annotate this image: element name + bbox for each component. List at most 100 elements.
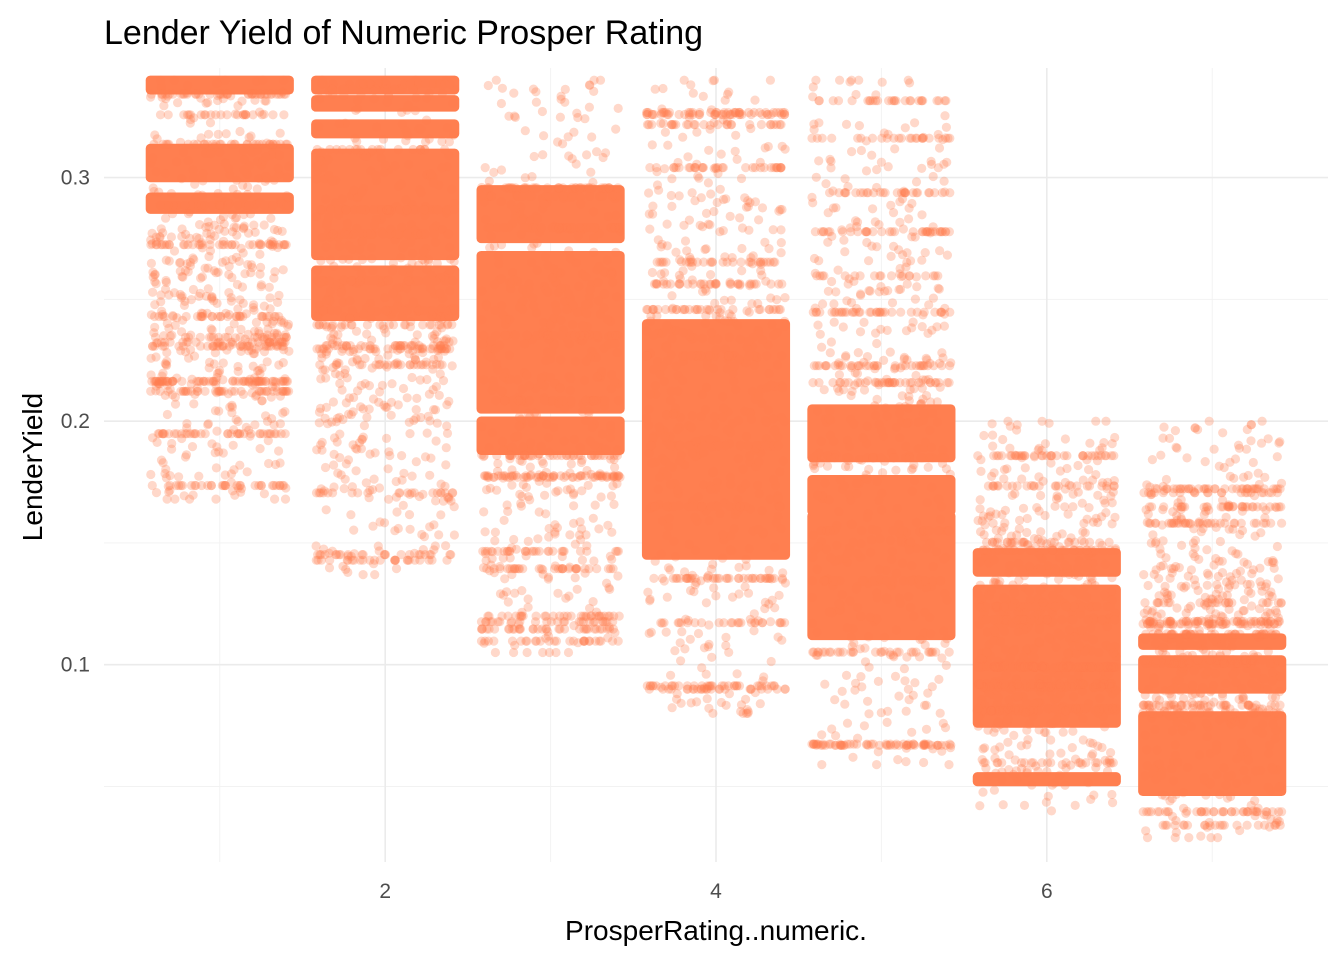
data-point	[613, 571, 623, 581]
data-point	[846, 390, 856, 401]
data-point	[280, 429, 290, 439]
data-point	[428, 488, 438, 498]
data-point	[709, 206, 719, 217]
data-point	[589, 350, 599, 360]
data-point	[442, 320, 452, 330]
data-point	[160, 376, 171, 386]
data-point	[165, 480, 175, 491]
data-point	[612, 348, 622, 358]
data-point	[167, 390, 178, 400]
data-point	[425, 305, 435, 316]
data-point	[868, 453, 878, 463]
data-point	[582, 321, 592, 332]
data-point	[233, 416, 243, 427]
data-point	[192, 139, 202, 149]
data-point	[553, 588, 563, 598]
data-point	[402, 105, 412, 115]
data-point	[391, 341, 401, 351]
data-point	[1060, 780, 1070, 790]
data-point	[158, 429, 168, 439]
data-point	[343, 455, 354, 465]
data-point	[597, 367, 607, 377]
data-point	[1036, 490, 1046, 501]
data-point	[323, 344, 333, 354]
data-point	[905, 378, 915, 388]
data-point	[592, 372, 602, 382]
data-point	[608, 481, 618, 491]
data-point	[351, 443, 361, 453]
data-point	[211, 268, 221, 278]
data-point	[534, 507, 544, 517]
data-point	[184, 332, 194, 342]
data-point	[574, 530, 585, 540]
data-point	[243, 228, 254, 238]
data-point	[421, 243, 431, 254]
data-point	[812, 406, 823, 416]
data-point	[698, 163, 709, 173]
data-point	[418, 320, 428, 330]
data-point	[718, 257, 728, 267]
data-point	[322, 322, 332, 332]
data-point	[261, 411, 271, 421]
data-point	[908, 576, 918, 586]
data-point	[155, 379, 165, 389]
data-point	[151, 167, 161, 177]
data-point	[197, 238, 207, 248]
data-point	[706, 270, 716, 280]
data-point	[506, 471, 516, 481]
data-point	[435, 369, 445, 379]
data-point	[588, 472, 598, 482]
data-point	[826, 163, 836, 173]
data-point	[280, 376, 290, 386]
data-point	[366, 243, 376, 253]
data-point	[577, 486, 587, 496]
data-point	[506, 618, 516, 628]
data-point	[226, 469, 236, 479]
data-point	[431, 237, 441, 247]
data-point	[402, 229, 412, 239]
data-point	[546, 320, 556, 330]
data-point	[856, 145, 867, 156]
data-point	[335, 378, 345, 389]
data-point	[379, 324, 389, 334]
data-point	[352, 144, 362, 155]
data-point	[233, 304, 243, 314]
data-point	[185, 110, 196, 120]
data-point	[321, 341, 331, 351]
data-point	[769, 573, 779, 584]
data-point	[484, 472, 494, 482]
data-point	[442, 344, 452, 354]
data-point	[380, 550, 390, 560]
data-point	[582, 546, 592, 556]
data-point	[175, 257, 185, 268]
data-point	[388, 258, 398, 268]
data-point	[910, 118, 920, 128]
data-point	[515, 302, 525, 312]
data-point	[557, 223, 567, 233]
data-point	[500, 367, 510, 378]
data-point	[211, 376, 221, 386]
data-point	[538, 459, 548, 469]
data-point	[213, 338, 223, 348]
data-point	[405, 489, 415, 499]
data-point	[906, 96, 916, 106]
data-point	[218, 480, 229, 491]
data-point	[599, 266, 609, 276]
data-point	[509, 111, 520, 121]
data-point	[426, 550, 436, 560]
data-point	[756, 120, 767, 130]
data-point	[545, 354, 556, 364]
data-point	[268, 110, 278, 120]
data-point	[775, 120, 785, 130]
data-point	[611, 124, 621, 134]
data-point	[647, 109, 657, 120]
data-point	[581, 299, 591, 309]
data-point	[196, 93, 206, 103]
data-point	[500, 574, 510, 584]
data-point	[416, 229, 426, 239]
data-point	[894, 408, 905, 418]
data-point	[336, 288, 346, 298]
data-point	[481, 335, 491, 345]
data-point	[549, 636, 560, 646]
data-point	[807, 592, 817, 602]
